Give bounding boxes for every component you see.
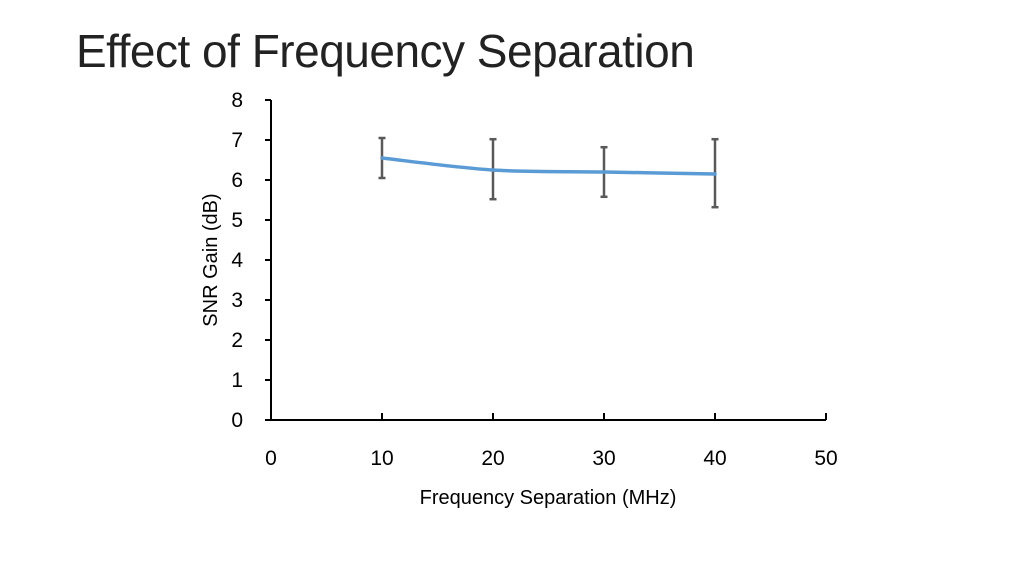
x-tick-label: 30 [592,447,615,470]
y-tick-label: 2 [231,329,243,352]
y-tick-label: 0 [231,409,243,432]
y-tick-label: 6 [231,169,243,192]
y-tick-label: 8 [231,89,243,112]
axes [265,99,827,421]
slide-title: Effect of Frequency Separation [76,25,695,77]
x-tick-label: 20 [481,447,504,470]
x-tick-labels: 0 10 20 30 40 50 [265,447,838,470]
y-tick-label: 5 [231,209,243,232]
x-tick-label: 50 [814,447,837,470]
x-tick-label: 40 [703,447,726,470]
x-axis-title: Frequency Separation (MHz) [420,487,677,509]
series-line [380,156,717,176]
x-tick-label: 10 [370,447,393,470]
y-axis-title: SNR Gain (dB) [200,193,222,326]
x-tick-label: 0 [265,447,277,470]
y-tick-label: 4 [231,249,243,272]
y-tick-labels: 0 1 2 3 4 5 6 7 8 [231,89,243,432]
y-tick-label: 3 [231,289,243,312]
y-tick-label: 1 [231,369,243,392]
y-tick-label: 7 [231,129,243,152]
series-lines [380,156,717,176]
